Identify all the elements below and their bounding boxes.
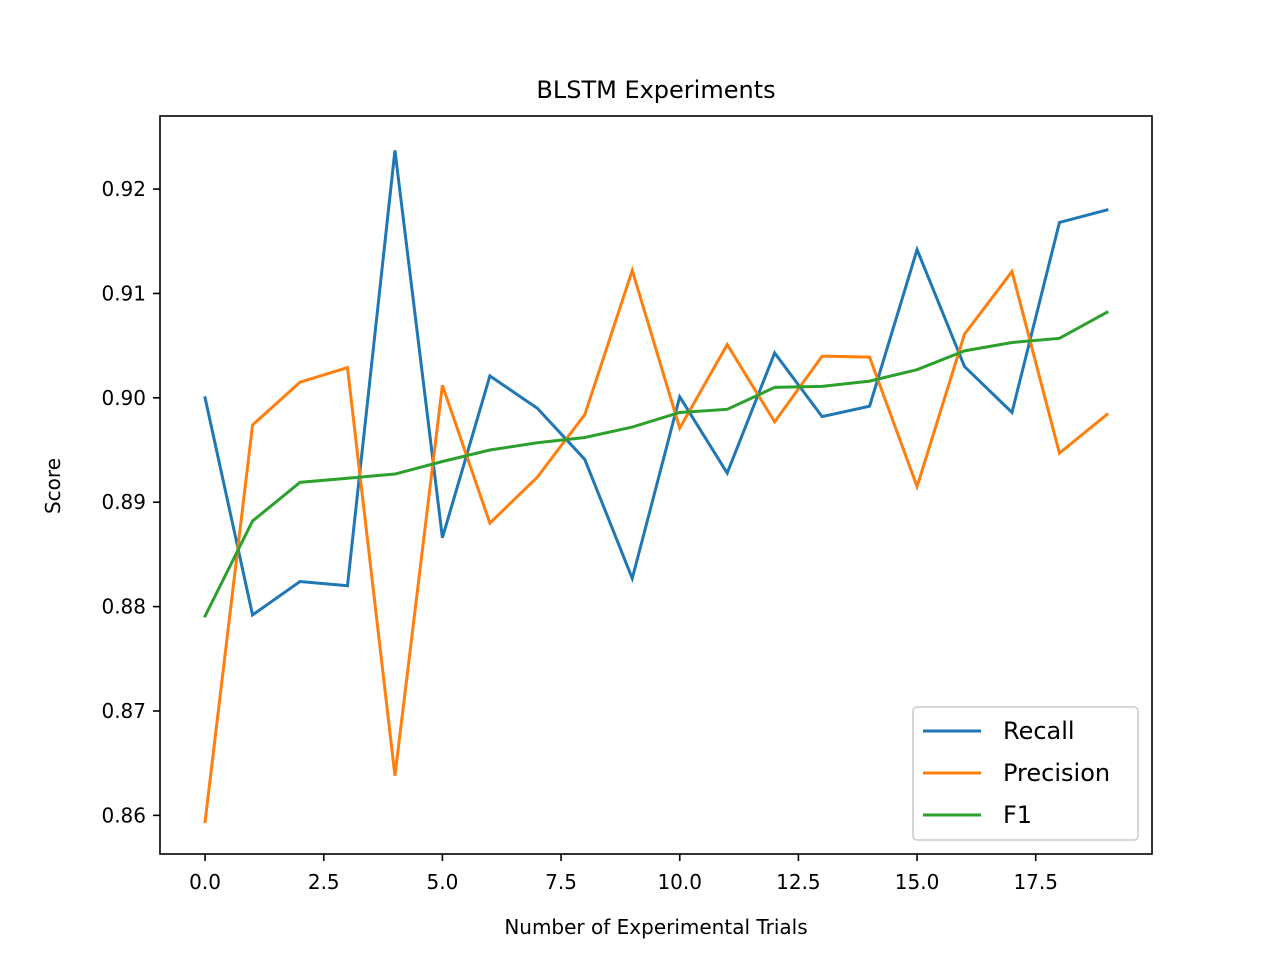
x-tick-label: 15.0 [895,870,940,894]
x-tick-label: 10.0 [657,870,702,894]
plot-area [159,115,1153,855]
legend-label-recall: Recall [1003,717,1075,745]
y-tick-label: 0.92 [101,177,146,201]
x-tick-label: 17.5 [1013,870,1058,894]
x-axis-label: Number of Experimental Trials [504,915,807,939]
x-tick-label: 0.0 [189,870,221,894]
chart-title: BLSTM Experiments [536,76,775,104]
x-tick-label: 12.5 [776,870,821,894]
legend-label-precision: Precision [1003,759,1110,787]
series-line-recall [203,150,1109,618]
x-axis: 0.0 2.5 5.0 7.5 10.0 12.5 15.0 17.5 [189,854,1058,894]
y-axis: 0.86 0.87 0.88 0.89 0.90 0.91 0.92 [101,177,160,827]
y-tick-label: 0.90 [101,386,146,410]
plot-frame [159,115,1153,855]
legend-box [912,706,1139,841]
y-tick-label: 0.86 [101,803,146,827]
x-tick-label: 2.5 [308,870,340,894]
y-tick-label: 0.91 [101,281,146,305]
x-tick-label: 7.5 [545,870,577,894]
y-tick-label: 0.89 [101,490,146,514]
x-tick-label: 5.0 [427,870,459,894]
series-line-f1 [203,310,1109,619]
legend: Recall Precision F1 [912,706,1139,841]
y-tick-label: 0.87 [101,699,146,723]
y-tick-label: 0.88 [101,595,146,619]
legend-label-f1: F1 [1003,801,1032,829]
series-line-precision [203,265,1110,824]
y-axis-label: Score [41,458,65,514]
